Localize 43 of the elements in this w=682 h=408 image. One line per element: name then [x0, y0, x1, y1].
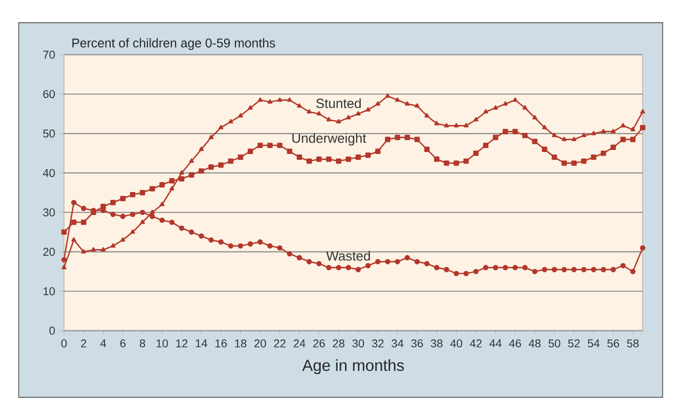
y-tick-label: 0 — [49, 326, 55, 335]
x-tick-label: 26 — [313, 339, 325, 348]
x-tick-label: 46 — [509, 339, 521, 348]
x-tick-label: 22 — [274, 339, 286, 348]
y-tick-label: 60 — [43, 90, 55, 98]
x-tick-label: 24 — [294, 339, 306, 348]
y-axis-title: Percent of children age 0-59 months — [72, 38, 276, 50]
x-tick-label: 56 — [607, 339, 620, 348]
y-tick-label: 50 — [43, 130, 55, 138]
x-axis-title: Age in months — [302, 359, 404, 374]
x-tick-label: 6 — [120, 339, 126, 348]
x-tick-label: 30 — [352, 339, 364, 348]
y-tick-label: 10 — [44, 287, 55, 296]
x-tick-label: 44 — [489, 339, 502, 348]
x-tick-label: 4 — [100, 339, 106, 348]
y-tick-label: 70 — [43, 50, 55, 59]
x-tick-label: 40 — [450, 339, 462, 348]
y-tick-label: 40 — [42, 168, 55, 177]
x-tick-label: 14 — [196, 339, 208, 348]
x-tick-label: 28 — [332, 339, 344, 348]
series-label: Stunted — [316, 98, 361, 108]
series-label: Underweight — [292, 133, 366, 146]
series-label: Wasted — [326, 250, 370, 261]
x-tick-label: 58 — [627, 339, 639, 348]
x-tick-label: 54 — [588, 339, 600, 348]
x-tick-label: 0 — [61, 339, 67, 348]
x-tick-label: 32 — [372, 339, 384, 348]
x-tick-label: 50 — [548, 339, 560, 348]
x-tick-label: 38 — [430, 339, 443, 348]
x-tick-label: 52 — [568, 339, 580, 348]
x-tick-label: 8 — [140, 339, 146, 348]
x-tick-label: 42 — [470, 339, 482, 348]
x-tick-label: 20 — [254, 339, 266, 348]
y-tick-label: 30 — [43, 208, 55, 216]
x-tick-label: 10 — [156, 339, 168, 348]
x-tick-label: 48 — [528, 339, 541, 348]
x-tick-label: 2 — [81, 339, 86, 348]
x-tick-label: 34 — [392, 339, 404, 348]
x-tick-label: 36 — [411, 339, 423, 348]
x-tick-label: 16 — [215, 339, 227, 348]
x-tick-label: 18 — [235, 339, 246, 348]
x-tick-label: 12 — [176, 339, 188, 348]
y-tick-label: 20 — [43, 248, 55, 256]
